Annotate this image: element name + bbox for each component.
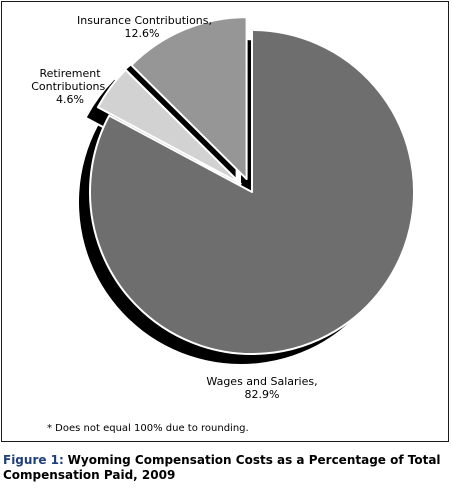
wages-label-name: Wages and Salaries, — [206, 375, 318, 388]
figure-caption: Figure 1: Wyoming Compensation Costs as … — [3, 453, 447, 483]
insurance-label: Insurance Contributions, 12.6% — [77, 14, 212, 40]
figure-number: Figure 1: — [3, 453, 64, 467]
retirement-label: Retirement Contributions, 4.6% — [30, 67, 110, 106]
retirement-label-value: 4.6% — [56, 93, 84, 106]
insurance-slice — [130, 16, 248, 181]
insurance-label-value: 12.6% — [124, 27, 160, 40]
insurance-label-name: Insurance Contributions, — [77, 14, 212, 27]
wages-label-value: 82.9% — [244, 388, 280, 401]
retirement-label-line2: Contributions, — [31, 80, 109, 93]
retirement-label-line1: Retirement — [39, 67, 101, 80]
wages-label: Wages and Salaries, 82.9% — [197, 375, 327, 401]
pie-chart — [78, 16, 415, 364]
retirement-slice — [96, 68, 242, 185]
chart-frame: Insurance Contributions, 12.6% Retiremen… — [1, 1, 449, 442]
rounding-note: * Does not equal 100% due to rounding. — [47, 423, 249, 434]
chart-title: Wyoming Compensation Costs as a Percenta… — [3, 453, 441, 482]
wages-slice — [89, 29, 415, 355]
